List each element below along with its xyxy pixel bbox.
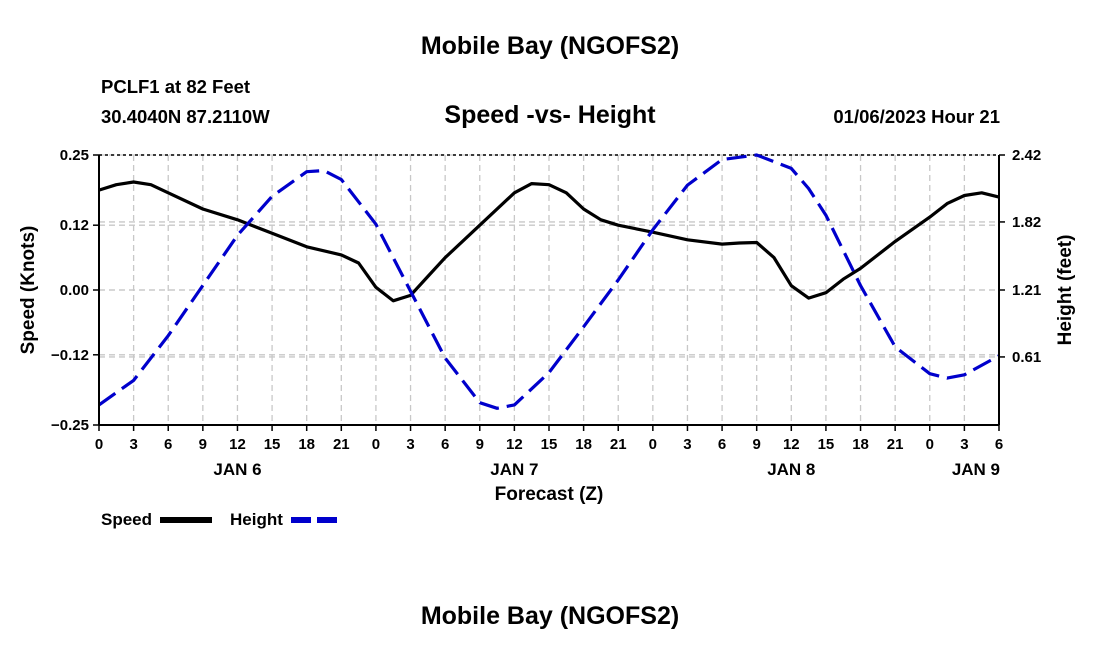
x-tick-label: 6 — [718, 436, 726, 453]
series-line-height — [98, 153, 1000, 410]
y-tick-label: 0.25 — [60, 147, 89, 164]
x-date-label: JAN 8 — [767, 460, 815, 479]
y-axis-title: Speed (Knots) — [18, 226, 39, 355]
x-tick-label: 12 — [783, 436, 800, 453]
x-axis-title: Forecast (Z) — [495, 484, 604, 505]
legend-speed-label: Speed — [101, 510, 152, 529]
x-tick-label: 18 — [575, 436, 592, 453]
x-tick-label: 0 — [926, 436, 934, 453]
x-tick-label: 12 — [506, 436, 523, 453]
x-tick-label: 9 — [476, 436, 484, 453]
y2-tick-label: 0.61 — [1012, 349, 1041, 366]
x-tick-label: 3 — [960, 436, 968, 453]
y-tick-label: 0.12 — [60, 217, 89, 234]
axes: 0 3 6 9 12 15 18 21 0 3 6 9 12 15 18 21 0 3 6 9 12 15 18 21 0 3 6 J… — [51, 147, 1041, 479]
x-tick-label: 18 — [298, 436, 315, 453]
station-coordinates: 30.4040N 87.2110W — [101, 106, 270, 127]
y2-tick-label: 1.82 — [1012, 214, 1041, 231]
x-date-label: JAN 7 — [490, 460, 538, 479]
x-tick-label: 6 — [164, 436, 172, 453]
x-tick-label: 0 — [95, 436, 103, 453]
x-tick-label: 15 — [818, 436, 835, 453]
x-tick-label: 18 — [852, 436, 869, 453]
forecast-timestamp: 01/06/2023 Hour 21 — [833, 106, 1000, 127]
station-name: PCLF1 at 82 Feet — [101, 76, 251, 97]
x-tick-label: 3 — [129, 436, 137, 453]
x-tick-label: 15 — [264, 436, 281, 453]
x-date-label: JAN 6 — [213, 460, 261, 479]
axis-labels: Forecast (Z) Speed (Knots) Height (feet) — [18, 226, 1076, 505]
series-lines — [98, 153, 1000, 410]
y-tick-label: 0.00 — [60, 282, 89, 299]
x-tick-label: 9 — [753, 436, 761, 453]
x-tick-label: 21 — [610, 436, 627, 453]
x-date-label: JAN 9 — [952, 460, 1000, 479]
footer-title: Mobile Bay (NGOFS2) — [420, 602, 680, 630]
legend: Speed Height — [101, 510, 343, 529]
x-tick-label: 0 — [649, 436, 657, 453]
x-tick-label: 3 — [406, 436, 414, 453]
y2-tick-label: 1.21 — [1012, 282, 1041, 299]
x-tick-label: 3 — [683, 436, 691, 453]
x-tick-label: 15 — [541, 436, 558, 453]
chart-main-title: Mobile Bay (NGOFS2) — [420, 32, 680, 60]
legend-height-label: Height — [230, 510, 283, 529]
grid-lines — [99, 154, 999, 425]
x-tick-label: 12 — [229, 436, 246, 453]
y2-axis-title: Height (feet) — [1055, 235, 1076, 346]
x-tick-label: 9 — [199, 436, 207, 453]
chart-subtitle: Speed -vs- Height — [444, 101, 656, 129]
x-tick-label: 21 — [333, 436, 350, 453]
x-tick-label: 21 — [887, 436, 904, 453]
y-tick-label: −0.12 — [51, 347, 89, 364]
x-tick-label: 6 — [995, 436, 1003, 453]
y-tick-label: −0.25 — [51, 417, 89, 434]
y2-tick-label: 2.42 — [1012, 147, 1041, 164]
x-tick-label: 6 — [441, 436, 449, 453]
series-line-speed — [98, 180, 1000, 303]
x-tick-label: 0 — [372, 436, 380, 453]
